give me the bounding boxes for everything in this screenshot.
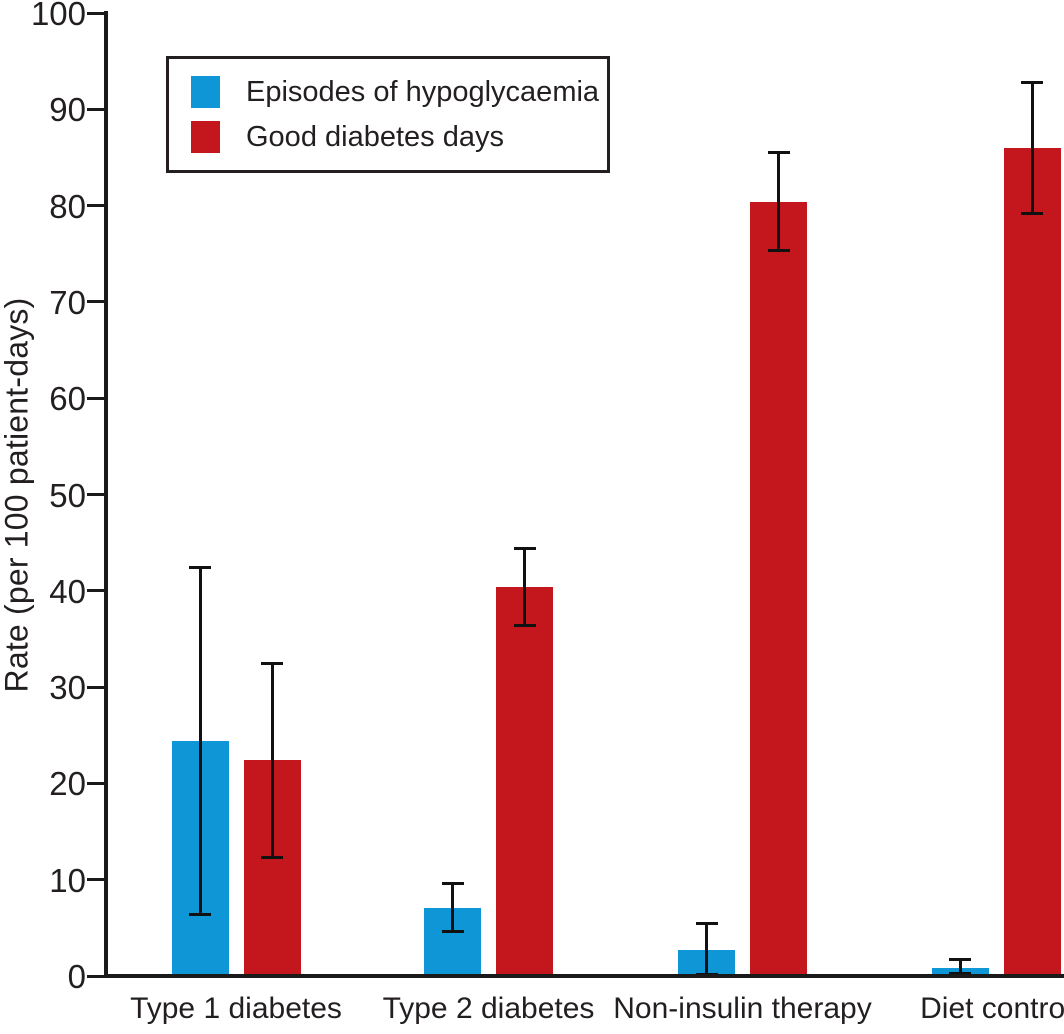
error-bar-cap-top <box>695 922 718 926</box>
error-bar-cap-top <box>189 566 211 570</box>
error-bar-cap-top <box>767 151 790 155</box>
error-bar-line <box>451 883 454 932</box>
x-category-label-4: Diet control <box>920 992 1064 1025</box>
error-bar-line <box>270 663 274 858</box>
y-tick-label: 10 <box>49 861 86 899</box>
y-tick-mark <box>87 107 107 111</box>
y-tick-label: 0 <box>67 958 86 995</box>
legend-item-good-days: Good diabetes days <box>191 121 607 153</box>
y-tick-mark <box>87 204 107 208</box>
error-bar-cap-bottom <box>513 623 536 627</box>
x-category-label-3: Non-insulin therapy <box>613 992 872 1025</box>
legend-label-good-days: Good diabetes days <box>246 121 504 153</box>
error-bar-cap-top <box>949 958 971 962</box>
error-bar-cap-bottom <box>1021 211 1043 215</box>
error-bar-line <box>523 548 526 626</box>
error-bar-line <box>198 567 202 915</box>
error-bar-cap-top <box>1021 80 1043 84</box>
y-tick-label: 30 <box>49 669 86 707</box>
legend-item-hypoglycaemia: Episodes of hypoglycaemia <box>191 76 607 108</box>
error-bar-line <box>1030 82 1034 214</box>
bar-good-days-2 <box>496 586 553 978</box>
legend-swatch-blue-icon <box>191 76 220 108</box>
error-bar-cap-top <box>441 882 464 886</box>
y-tick-label: 60 <box>49 380 86 418</box>
legend-label-hypoglycaemia: Episodes of hypoglycaemia <box>246 76 600 108</box>
y-tick-mark <box>87 396 107 400</box>
legend-box: Episodes of hypoglycaemia Good diabetes … <box>166 56 610 173</box>
y-tick-mark <box>87 781 107 785</box>
error-bar-line <box>777 152 780 251</box>
bar-good-days-3 <box>750 201 807 978</box>
error-bar-line <box>705 923 708 975</box>
y-tick-label: 90 <box>49 91 86 129</box>
y-tick-mark <box>87 11 107 15</box>
error-bar-cap-top <box>513 546 536 550</box>
error-bar-cap-bottom <box>261 856 283 860</box>
y-tick-mark <box>87 493 107 496</box>
y-tick-label: 20 <box>49 765 86 803</box>
y-tick-mark <box>87 685 107 689</box>
legend-swatch-red-icon <box>191 121 220 153</box>
y-tick-label: 80 <box>49 187 86 225</box>
error-bar-cap-bottom <box>767 249 790 253</box>
y-tick-mark <box>87 974 107 978</box>
y-tick-label: 70 <box>49 283 86 321</box>
bar-good-days-4 <box>1003 147 1061 978</box>
y-tick-mark <box>87 300 107 304</box>
x-category-label-2: Type 2 diabetes <box>382 992 595 1025</box>
x-axis-line <box>104 974 1064 978</box>
error-bar-cap-bottom <box>189 912 211 916</box>
error-bar-cap-bottom <box>441 930 464 934</box>
y-tick-label: 50 <box>49 476 86 514</box>
y-tick-mark <box>87 589 107 593</box>
y-tick-label: 40 <box>49 572 86 610</box>
error-bar-cap-bottom <box>949 971 971 975</box>
x-category-label-1: Type 1 diabetes <box>130 992 342 1025</box>
error-bar-cap-top <box>261 662 283 666</box>
error-bar-line <box>958 959 962 974</box>
y-tick-label: 100 <box>30 0 86 32</box>
y-tick-mark <box>87 878 107 882</box>
y-axis-line <box>104 11 108 978</box>
